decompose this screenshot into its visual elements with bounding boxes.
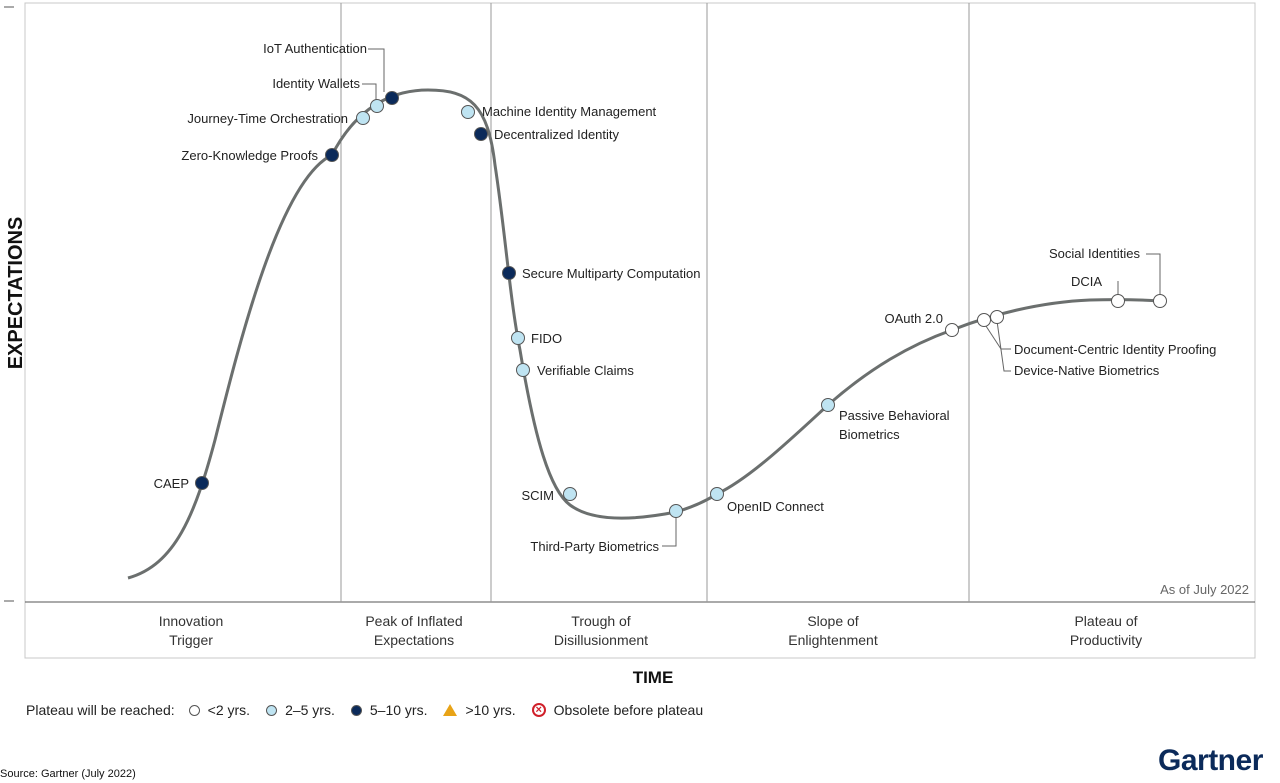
tech-marker[interactable] (461, 105, 475, 119)
legend-label: Obsolete before plateau (553, 702, 704, 718)
phase-label: Disillusionment (554, 632, 648, 648)
tech-label: Decentralized Identity (494, 127, 620, 142)
tech-label: OpenID Connect (727, 499, 824, 514)
tech-marker[interactable] (990, 310, 1004, 324)
tech-label: CAEP (154, 476, 189, 491)
phase-label: Innovation (159, 613, 224, 629)
gartner-logo: Gartner (1158, 744, 1263, 777)
legend-item-5-10: 5–10 yrs. (350, 702, 428, 718)
phase-label: Productivity (1070, 632, 1142, 648)
white-circle-icon (188, 704, 200, 716)
legend-item-lt2: <2 yrs. (188, 702, 251, 718)
tech-label: IoT Authentication (263, 41, 367, 56)
tech-label: Zero-Knowledge Proofs (181, 148, 318, 163)
legend-item-obsolete: × Obsolete before plateau (531, 702, 704, 718)
legend-prefix: Plateau will be reached: (26, 702, 175, 718)
tech-marker[interactable] (356, 111, 370, 125)
tech-marker[interactable] (563, 487, 577, 501)
tech-marker[interactable] (1153, 294, 1167, 308)
legend-label: <2 yrs. (207, 702, 251, 718)
leader-lines (362, 48, 1161, 547)
tech-marker[interactable] (710, 487, 724, 501)
tech-marker[interactable] (502, 266, 516, 280)
phase-label: Slope of (807, 613, 858, 629)
tech-marker[interactable] (977, 313, 991, 327)
hype-cycle-diagram: EXPECTATIONS TIME As of July 2022 Innova… (4, 2, 1256, 687)
tech-label: Verifiable Claims (537, 363, 634, 378)
light-blue-circle-icon (266, 704, 278, 716)
legend-label: 5–10 yrs. (369, 702, 428, 718)
legend: Plateau will be reached: <2 yrs. 2–5 yrs… (26, 702, 719, 718)
tech-label: Social Identities (1049, 246, 1141, 261)
chart-frame (24, 2, 1256, 659)
x-circle-icon: × (531, 703, 546, 717)
tech-marker[interactable] (370, 99, 384, 113)
tech-label: Machine Identity Management (482, 104, 657, 119)
dark-blue-circle-icon (350, 704, 362, 716)
phase-label: Trough of (571, 613, 631, 629)
y-axis-title: EXPECTATIONS (5, 217, 27, 370)
tech-marker[interactable] (195, 476, 209, 490)
tech-marker[interactable] (385, 91, 399, 105)
tech-label: Passive Behavioral (839, 408, 950, 423)
legend-item-2-5: 2–5 yrs. (266, 702, 335, 718)
as-of-date: As of July 2022 (1160, 582, 1249, 597)
legend-label: >10 yrs. (465, 702, 516, 718)
tech-marker[interactable] (1111, 294, 1125, 308)
phase-label: Expectations (374, 632, 454, 648)
triangle-icon (443, 704, 458, 716)
phase-label: Enlightenment (788, 632, 878, 648)
source-note: Source: Gartner (July 2022) (0, 768, 136, 780)
tech-marker[interactable] (325, 148, 339, 162)
phase-label: Peak of Inflated (365, 613, 462, 629)
tech-marker[interactable] (669, 504, 683, 518)
tech-label: Identity Wallets (272, 76, 360, 91)
tech-label: Biometrics (839, 427, 900, 442)
tech-marker[interactable] (945, 323, 959, 337)
tech-label: Document-Centric Identity Proofing (1014, 342, 1216, 357)
tech-label: DCIA (1071, 274, 1102, 289)
x-axis-title: TIME (633, 668, 674, 687)
tech-label: Device-Native Biometrics (1014, 363, 1160, 378)
tech-label: Secure Multiparty Computation (522, 266, 700, 281)
tech-label: FIDO (531, 331, 562, 346)
tech-label: Journey-Time Orchestration (187, 111, 348, 126)
tech-marker[interactable] (511, 331, 525, 345)
tech-label: Third-Party Biometrics (530, 539, 659, 554)
legend-label: 2–5 yrs. (285, 702, 335, 718)
tech-marker[interactable] (821, 398, 835, 412)
tech-label: OAuth 2.0 (884, 311, 943, 326)
legend-item-gt10: >10 yrs. (443, 702, 516, 718)
tech-marker[interactable] (474, 127, 488, 141)
tech-label: SCIM (522, 488, 555, 503)
hype-curve (127, 88, 1161, 580)
phase-label: Plateau of (1074, 613, 1137, 629)
tech-marker[interactable] (516, 363, 530, 377)
phase-label: Trigger (169, 632, 213, 648)
